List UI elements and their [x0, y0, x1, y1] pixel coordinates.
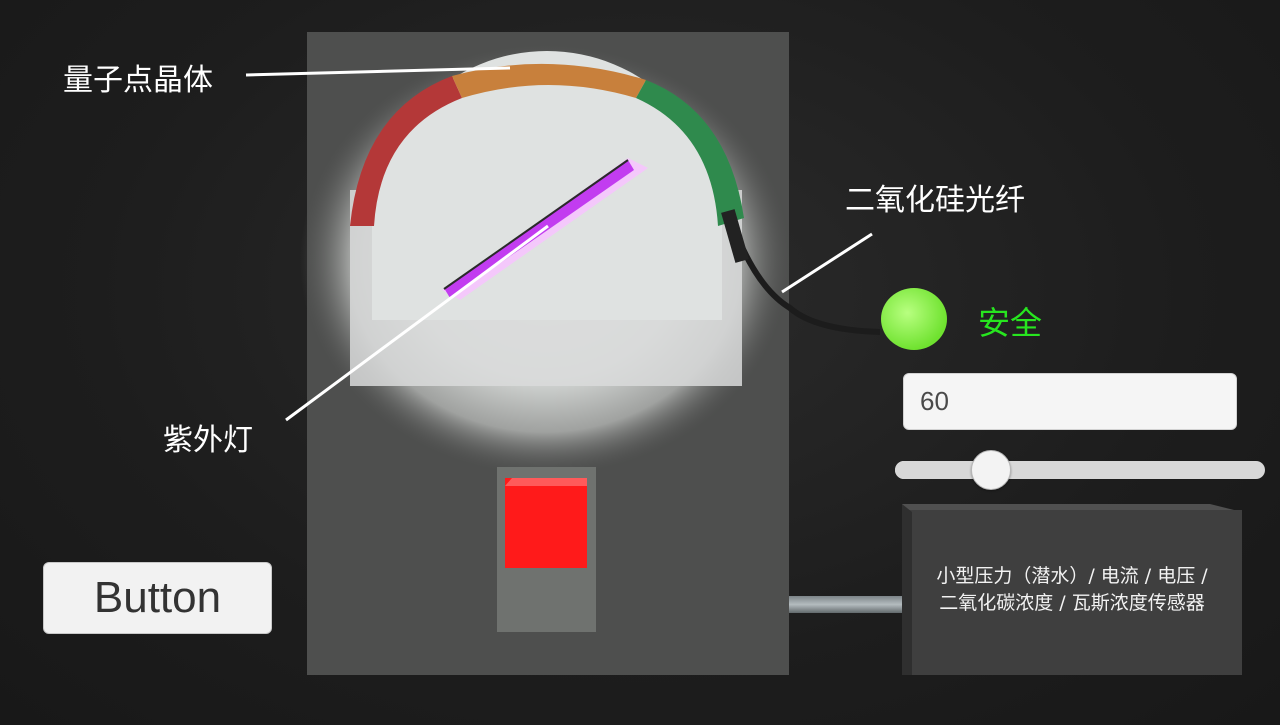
status-text: 安全	[978, 304, 1043, 342]
dial-dome	[372, 51, 722, 320]
value-slider[interactable]	[895, 450, 1265, 490]
slider-handle[interactable]	[970, 450, 1011, 490]
uv-lamp-edge	[443, 159, 629, 290]
slider-fill	[895, 461, 991, 479]
callout-line-fiber	[781, 232, 873, 294]
sensor-label-line1: 小型压力（潜水）/ 电流 / 电压 /	[936, 565, 1208, 587]
sensor-box-side	[902, 504, 912, 675]
sensor-label-line2: 二氧化碳浓度 / 瓦斯浓度传感器	[939, 592, 1205, 614]
red-block[interactable]	[505, 478, 587, 568]
arc-segment-red	[350, 76, 462, 226]
connector-rod	[789, 596, 904, 613]
sensor-label: 小型压力（潜水）/ 电流 / 电压 / 二氧化碳浓度 / 瓦斯浓度传感器	[912, 563, 1232, 617]
callout-line-uv	[285, 224, 549, 422]
fiber-cable	[735, 236, 881, 335]
value-input[interactable]	[903, 373, 1237, 430]
label-fiber: 二氧化硅光纤	[845, 183, 1025, 218]
callout-line-quantum-dot	[245, 66, 511, 77]
arc-segment-green	[636, 80, 744, 226]
label-uv-lamp: 紫外灯	[163, 423, 253, 458]
sensor-box	[902, 510, 1242, 675]
status-light-icon	[881, 288, 947, 350]
arc-segment-orange	[452, 63, 646, 98]
label-quantum-dot: 量子点晶体	[63, 63, 213, 98]
main-button[interactable]: Button	[43, 562, 272, 634]
fiber-connector	[721, 209, 749, 263]
uv-lamp-core	[444, 160, 634, 298]
red-block-top	[505, 478, 587, 486]
